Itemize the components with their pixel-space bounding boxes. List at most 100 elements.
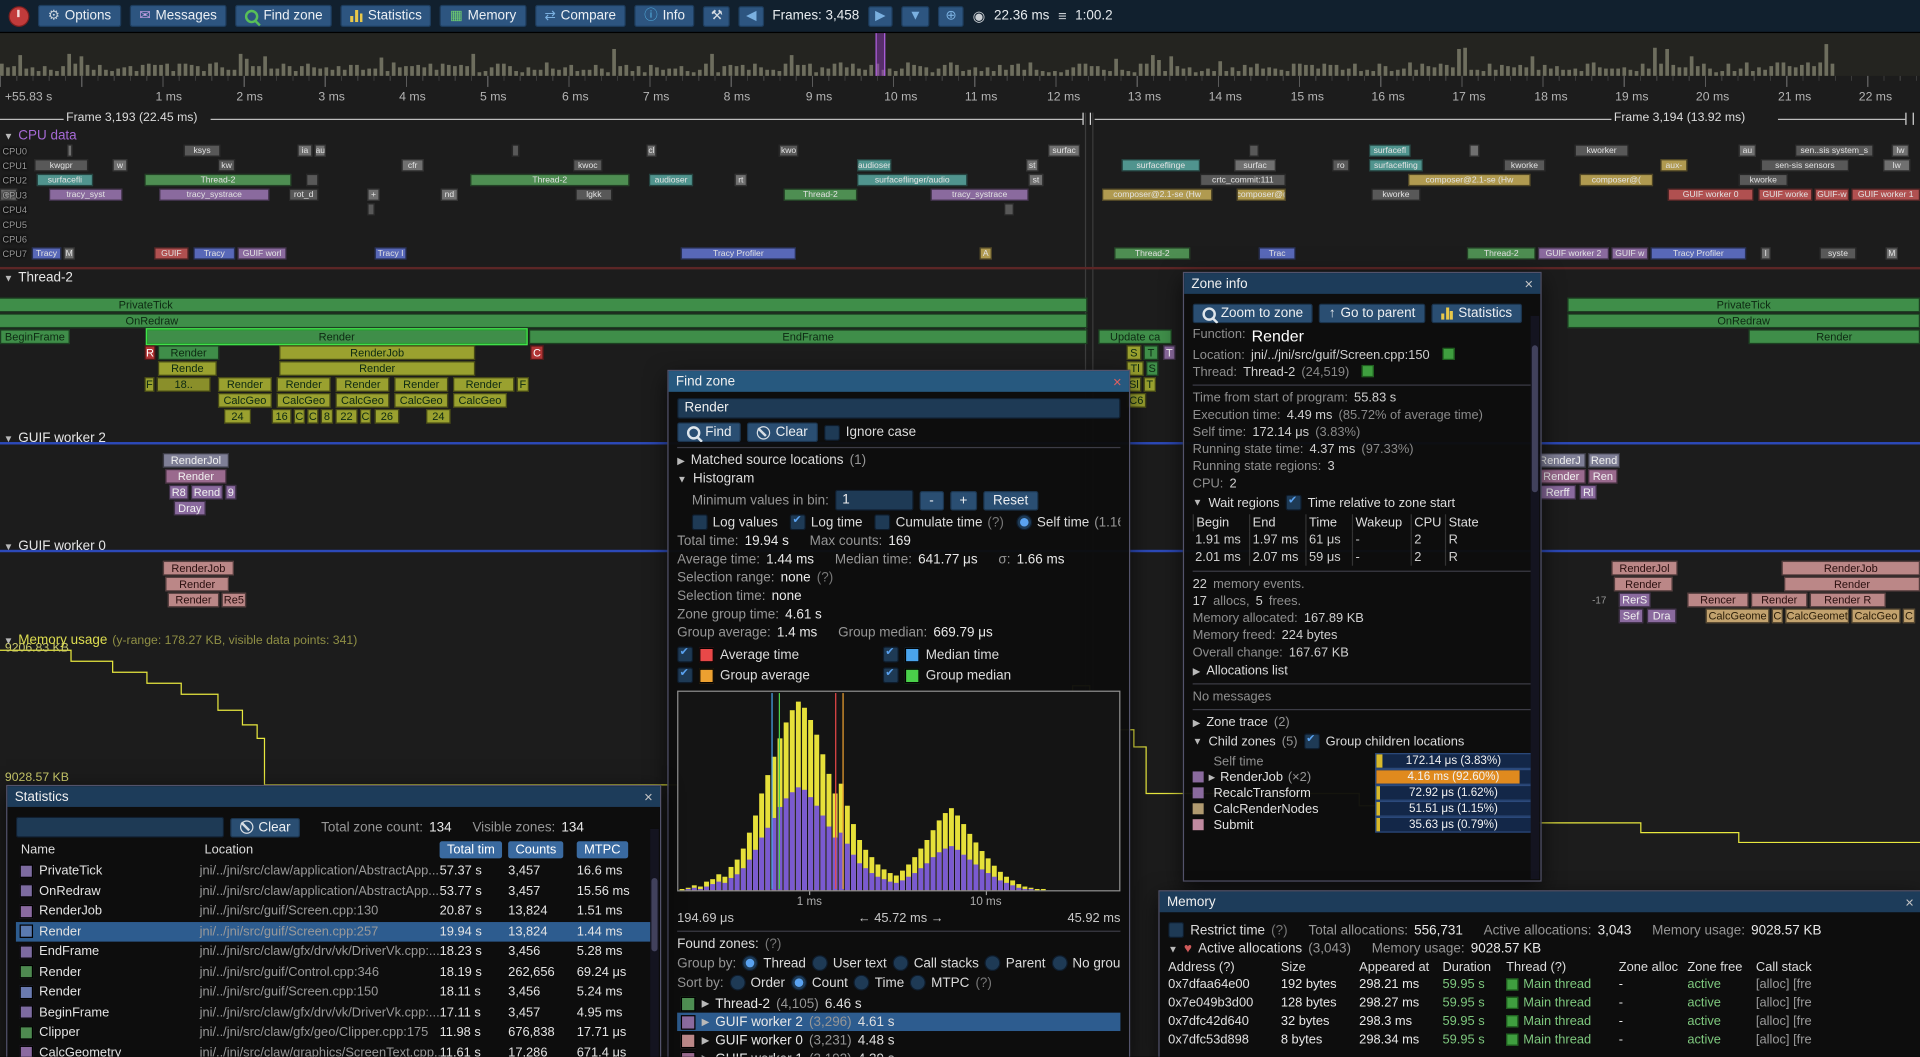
- timeline-zone[interactable]: C: [307, 408, 319, 424]
- frame-overview[interactable]: [0, 31, 1920, 80]
- timeline-zone[interactable]: Render: [165, 468, 227, 484]
- timeline-zone[interactable]: BeginFrame: [0, 329, 70, 345]
- guif-worker2-header[interactable]: ▼ GUIF worker 2: [3, 431, 106, 446]
- close-icon[interactable]: ×: [1113, 372, 1122, 391]
- timeline-zone[interactable]: Render: [1613, 576, 1673, 592]
- timeline-zone[interactable]: 16: [271, 408, 292, 424]
- timeline-zone[interactable]: F: [144, 377, 155, 392]
- timeline-zone[interactable]: Render: [335, 377, 390, 392]
- statistics-button[interactable]: Statistics: [1431, 303, 1522, 324]
- sort-mtpc-button[interactable]: MTPC: [576, 841, 628, 859]
- zone-group-row[interactable]: ▶ GUIF worker 2 (3,296) 4.61 s: [677, 1012, 1121, 1032]
- timeline-zone[interactable]: C: [1902, 608, 1916, 624]
- timeline-zone[interactable]: Render: [276, 377, 331, 392]
- zone-group-row[interactable]: ▶ Thread-2 (4,105) 6.46 s: [677, 994, 1120, 1012]
- frame-markers[interactable]: Frame 3,193 (22.45 ms) Frame 3,194 (13.9…: [0, 110, 1920, 127]
- timeline-zone[interactable]: 24: [224, 408, 252, 424]
- timeline-zone[interactable]: Render: [279, 361, 476, 376]
- prev-frame-button[interactable]: ◀: [738, 5, 764, 27]
- zone-group-row[interactable]: ▶ GUIF worker 0 (3,231) 4.48 s: [677, 1031, 1120, 1049]
- tools-button[interactable]: ⚒: [703, 5, 731, 27]
- legend-checkbox[interactable]: [677, 645, 694, 663]
- timeline-zone[interactable]: Render: [1536, 468, 1586, 484]
- close-icon[interactable]: ×: [1524, 274, 1534, 293]
- child-zones-collapser[interactable]: ▼Child zones(5) Group children locations: [1193, 733, 1532, 750]
- clear-button[interactable]: Clear: [747, 422, 818, 443]
- min-bin-input[interactable]: 1: [834, 489, 914, 511]
- group-by-radio[interactable]: Thread: [742, 955, 806, 972]
- legend-checkbox[interactable]: [882, 666, 899, 684]
- timeline-zone[interactable]: Render: [165, 576, 229, 592]
- statistics-row[interactable]: Clipper jni/../jni/src/claw/gfx/geo/Clip…: [16, 1022, 652, 1042]
- timeline-zone[interactable]: Rende: [157, 361, 217, 376]
- source-location[interactable]: jni/../jni/src/guif/Screen.cpp:150: [1250, 347, 1430, 363]
- scrollbar[interactable]: [650, 828, 659, 1057]
- timeline-zone[interactable]: Dra: [1646, 608, 1677, 624]
- legend-checkbox[interactable]: [882, 645, 899, 663]
- group-by-radio[interactable]: Parent: [984, 955, 1045, 972]
- memory-button[interactable]: ▦ Memory: [440, 4, 527, 27]
- reset-button[interactable]: Reset: [983, 490, 1039, 511]
- histogram-plot[interactable]: [677, 690, 1121, 892]
- timeline-zone[interactable]: T: [1143, 345, 1159, 361]
- ignore-case-checkbox[interactable]: [823, 424, 840, 441]
- child-zone-row[interactable]: Submit 35.63 μs (0.79%): [1192, 816, 1532, 833]
- timeline-zone[interactable]: CalcGeome: [1705, 608, 1770, 624]
- statistics-row[interactable]: Render jni/../jni/src/guif/Screen.cpp:25…: [15, 921, 652, 942]
- timeline-zone[interactable]: RenderJob: [279, 345, 476, 361]
- timeline-zone[interactable]: Render: [394, 377, 449, 392]
- allocations-list-collapser[interactable]: ▶ Allocations list: [1192, 663, 1288, 679]
- timeline-zone[interactable]: 22: [335, 408, 358, 424]
- timeline-zone[interactable]: RenderJol: [1611, 560, 1678, 576]
- group-by-radio[interactable]: Call stacks: [892, 955, 979, 972]
- timeline-zone[interactable]: F: [516, 377, 529, 392]
- decrement-button[interactable]: -: [919, 490, 944, 511]
- timeline-zone[interactable]: Rend: [1588, 453, 1621, 468]
- timeline-zone[interactable]: RenderJ: [1534, 453, 1586, 468]
- time-relative-checkbox[interactable]: [1285, 494, 1302, 511]
- timeline-zone[interactable]: Render: [217, 377, 272, 392]
- timeline-zone[interactable]: CalcGeo: [453, 393, 507, 408]
- scrollbar-thumb[interactable]: [1531, 345, 1538, 493]
- timeline-zone[interactable]: CalcGeo: [394, 393, 449, 408]
- timeline-zone[interactable]: Sef: [1618, 608, 1644, 624]
- statistics-button[interactable]: Statistics: [340, 4, 432, 27]
- statistics-row[interactable]: EndFrame jni/../jni/src/claw/gfx/drv/vk/…: [16, 942, 652, 962]
- next-frame-button[interactable]: ▶: [867, 5, 893, 27]
- zone-trace-collapser[interactable]: ▶ Zone trace (2): [1192, 715, 1290, 730]
- timeline-zone[interactable]: 26: [374, 408, 400, 424]
- timeline-zone[interactable]: C: [530, 345, 544, 361]
- restrict-time-checkbox[interactable]: [1168, 922, 1185, 938]
- timeline-zone[interactable]: CalcGeomet: [1785, 608, 1849, 624]
- statistics-titlebar[interactable]: Statistics ×: [7, 786, 661, 807]
- child-zone-row[interactable]: RecalcTransform 72.92 μs (1.62%): [1192, 784, 1532, 801]
- timeline-zone[interactable]: Rencer: [1687, 592, 1749, 608]
- active-allocations-collapser[interactable]: ▼ ♥ Active allocations (3,043) Memory usa…: [1168, 941, 1542, 957]
- statistics-row[interactable]: Render jni/../jni/src/guif/Screen.cpp:15…: [16, 982, 652, 1002]
- allocation-row[interactable]: 0x7dfc53d898 8 bytes 298.34 ms 59.95 s M…: [1168, 1031, 1812, 1047]
- frame-select-button[interactable]: ▼: [901, 5, 930, 27]
- close-icon[interactable]: ×: [644, 787, 653, 806]
- clear-filter-button[interactable]: Clear: [230, 817, 301, 837]
- go-to-parent-button[interactable]: ↑ Go to parent: [1319, 303, 1426, 324]
- timeline-zone[interactable]: Dray: [173, 500, 206, 516]
- find-button[interactable]: Find: [677, 422, 742, 443]
- legend-item[interactable]: Group median: [882, 666, 1089, 684]
- legend-checkbox[interactable]: [677, 666, 694, 684]
- timeline-zone[interactable]: C: [1771, 608, 1783, 624]
- guif-worker0-header[interactable]: ▼ GUIF worker 0: [3, 538, 106, 554]
- histogram-collapser[interactable]: ▼ Histogram: [677, 471, 755, 487]
- sort-by-radio[interactable]: Time: [853, 974, 904, 991]
- timeline-zone[interactable]: Render: [453, 377, 515, 392]
- sort-by-radio[interactable]: Order: [729, 974, 785, 991]
- timeline-zone[interactable]: OnRedraw: [1567, 313, 1920, 329]
- timeline-zone[interactable]: Rerff: [1539, 484, 1576, 500]
- timeline-zone[interactable]: RenderJob: [162, 560, 234, 576]
- log-values-checkbox[interactable]: [691, 514, 708, 531]
- sort-by-radio[interactable]: Count: [791, 974, 848, 991]
- scrollbar-thumb[interactable]: [651, 877, 658, 952]
- timeline-zone[interactable]: Render: [1784, 576, 1920, 592]
- timeline-zone[interactable]: PrivateTick: [1567, 297, 1920, 313]
- group-by-radio[interactable]: User text: [812, 955, 887, 972]
- power-button[interactable]: [8, 5, 30, 27]
